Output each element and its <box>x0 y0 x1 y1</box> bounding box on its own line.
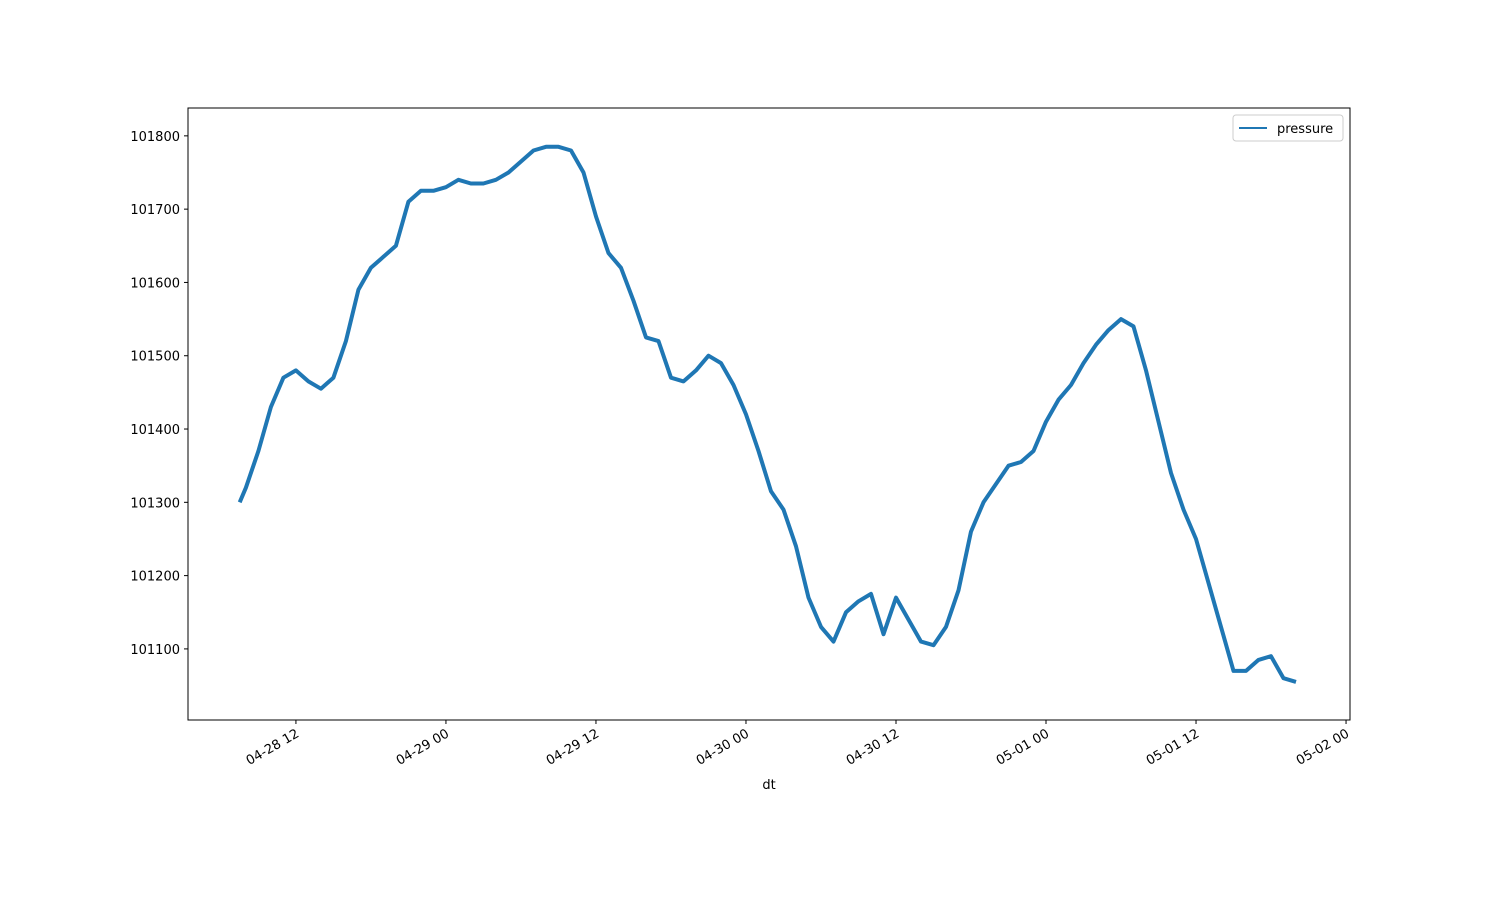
series-line <box>237 144 1297 684</box>
y-tick-label: 101300 <box>130 496 180 511</box>
y-tick-label: 101400 <box>130 423 180 438</box>
y-tick-label: 101200 <box>130 570 180 585</box>
x-tick-label: 04-29 12 <box>544 726 602 768</box>
y-tick-label: 101700 <box>130 203 180 218</box>
x-tick-label: 04-28 12 <box>244 726 302 768</box>
x-tick-label: 04-30 00 <box>694 726 752 768</box>
x-tick-label: 05-01 00 <box>994 726 1052 768</box>
x-tick-label: 04-30 12 <box>844 726 902 768</box>
y-tick-label: 101100 <box>130 643 180 658</box>
x-tick-label: 05-01 12 <box>1144 726 1202 768</box>
x-axis-label: dt <box>762 778 775 793</box>
legend-label: pressure <box>1277 122 1333 137</box>
y-tick-label: 101600 <box>130 276 180 291</box>
legend: pressure <box>1232 114 1344 142</box>
y-tick-label: 101800 <box>130 130 180 145</box>
x-tick-label: 04-29 00 <box>394 726 452 768</box>
plot-frame <box>187 107 1351 721</box>
legend-box <box>1232 114 1344 142</box>
y-tick-label: 101500 <box>130 350 180 365</box>
x-tick-label: 05-02 00 <box>1294 726 1352 768</box>
